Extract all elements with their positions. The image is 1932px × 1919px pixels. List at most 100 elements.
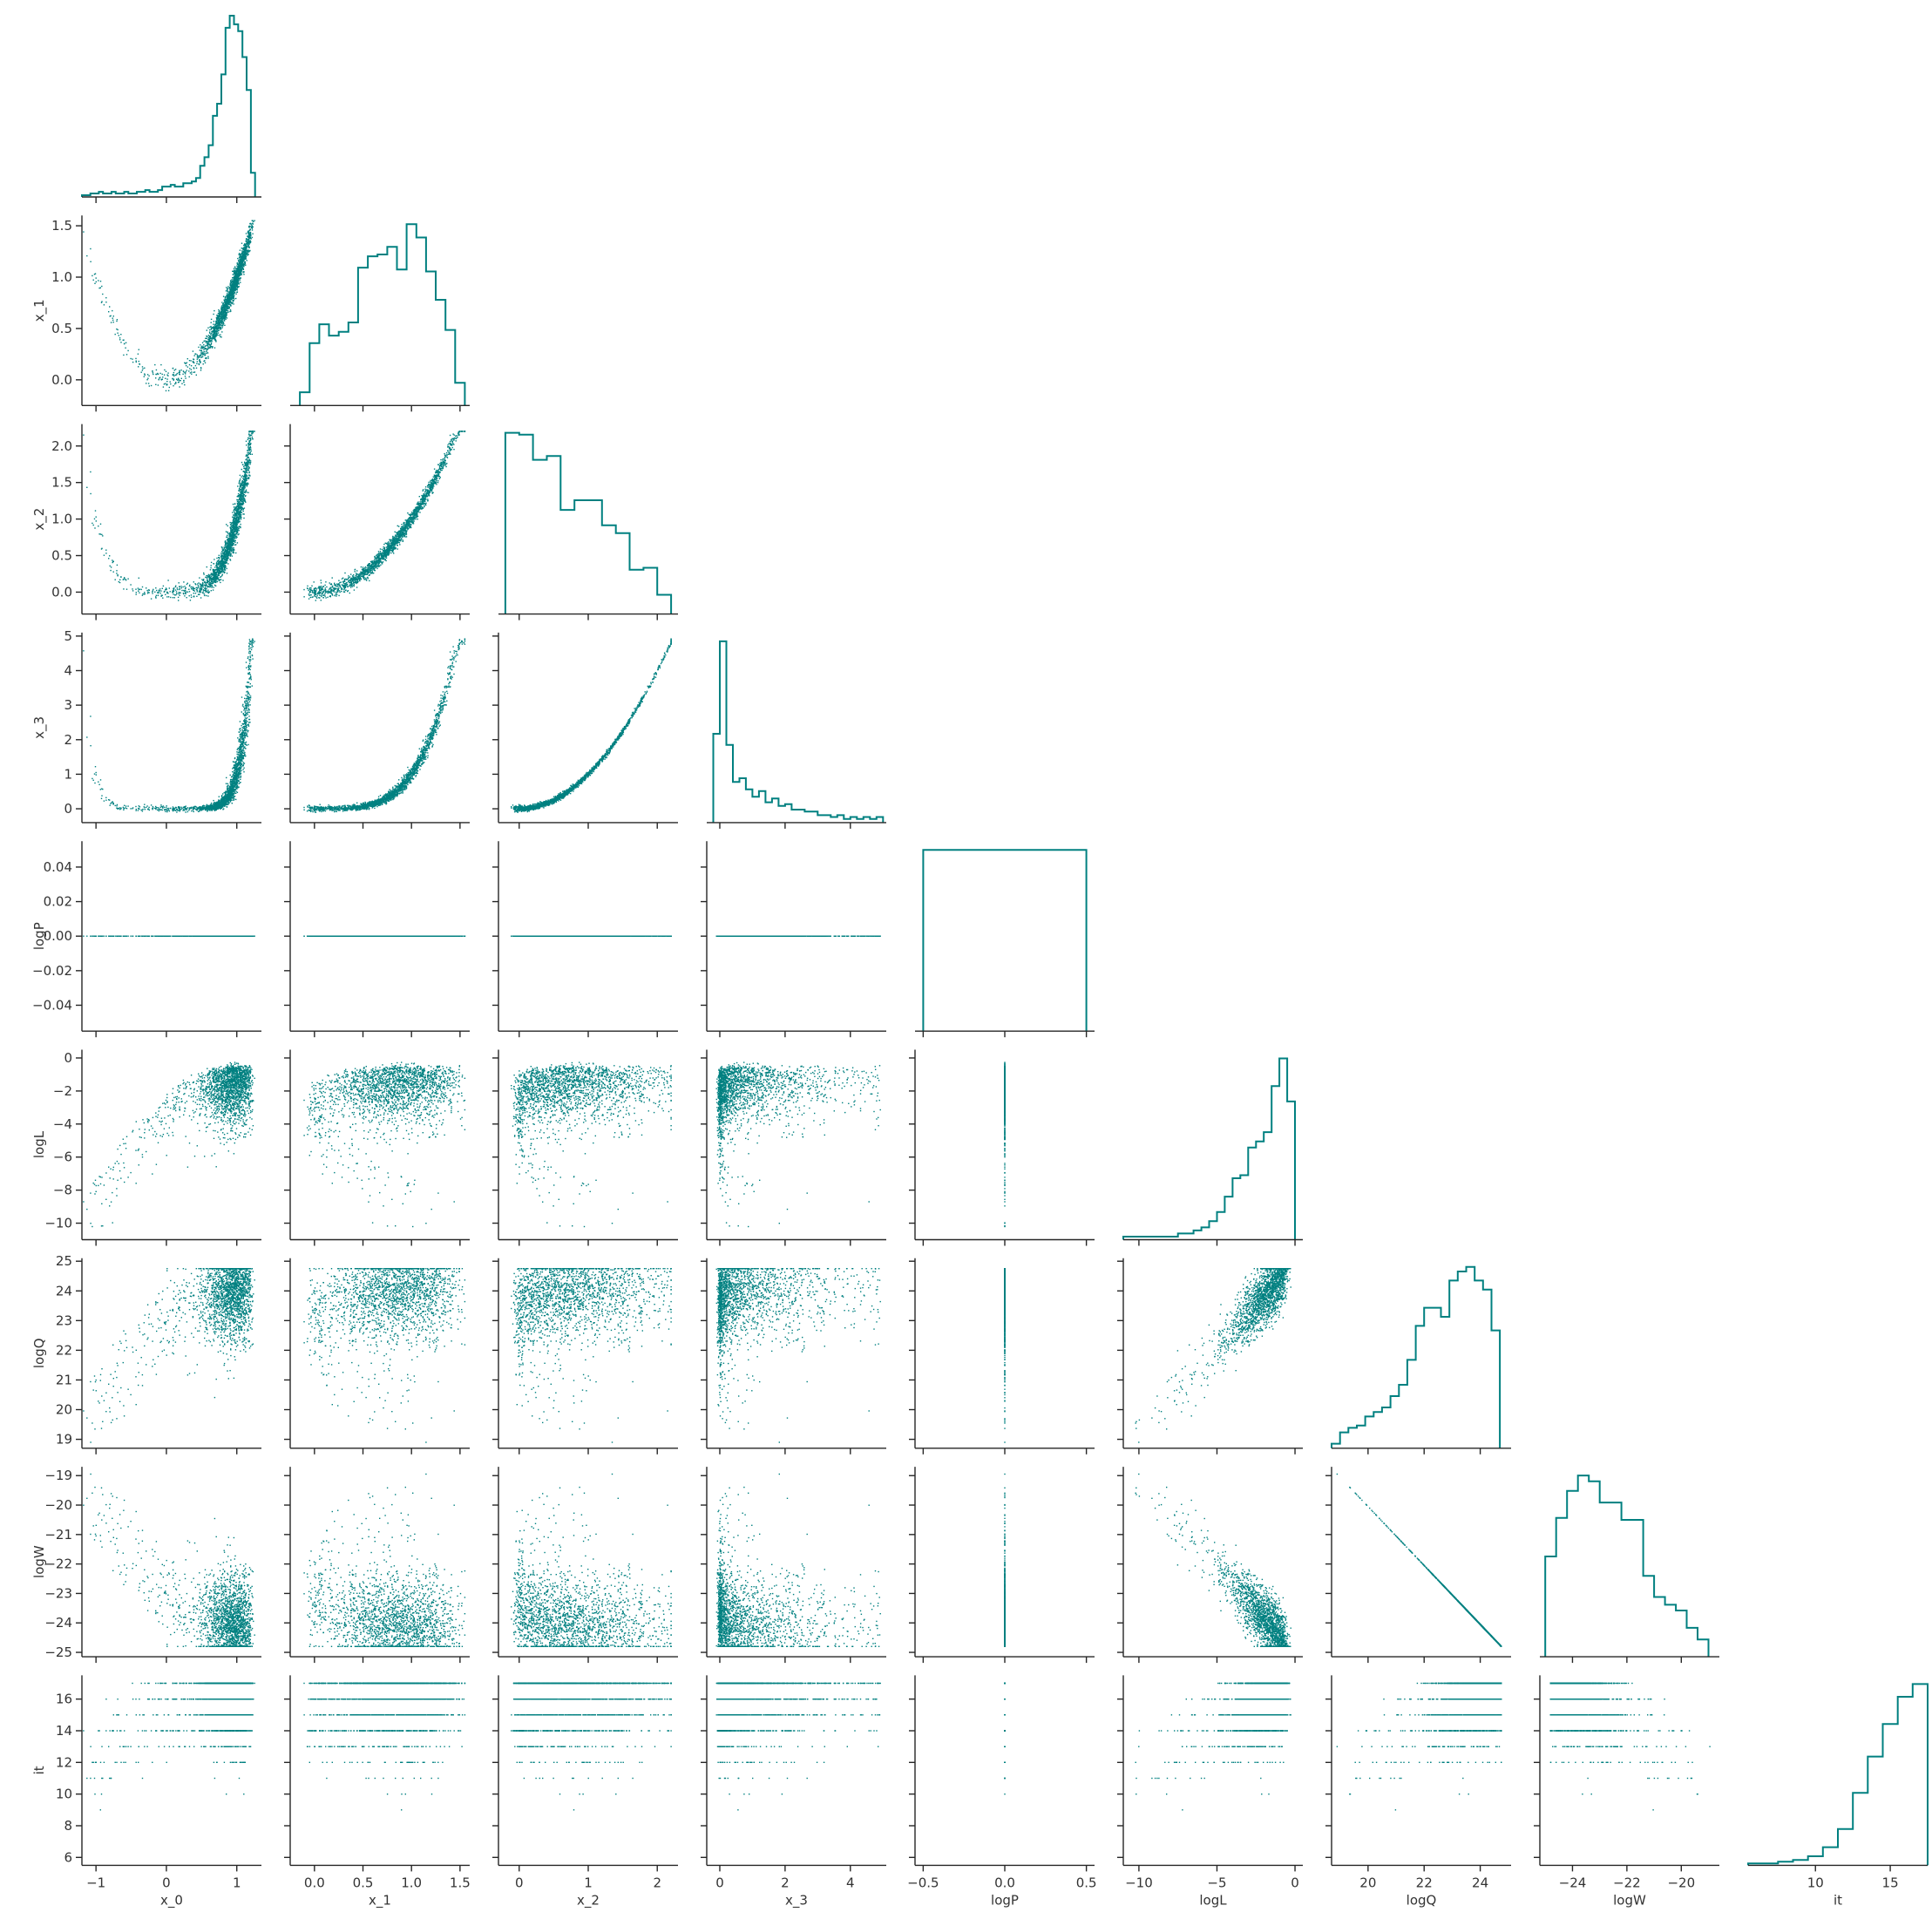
scatter-point: [189, 368, 190, 369]
scatter-point: [181, 378, 182, 379]
scatter-point: [170, 383, 171, 384]
scatter-point: [202, 342, 203, 343]
scatter-point: [198, 347, 199, 348]
scatter-point: [208, 341, 209, 342]
scatter-point: [213, 314, 214, 315]
scatter-point: [158, 384, 159, 385]
scatter-point: [166, 381, 167, 382]
scatter-point: [234, 287, 235, 288]
scatter-point: [231, 279, 232, 280]
scatter-point: [196, 368, 197, 369]
scatter-point: [202, 348, 203, 349]
scatter-point: [130, 358, 131, 359]
scatter-point: [201, 356, 202, 357]
scatter-point: [216, 333, 217, 334]
scatter-point: [102, 294, 103, 295]
scatter-point: [194, 355, 195, 356]
scatter-point: [233, 274, 234, 275]
scatter-point: [239, 253, 240, 254]
scatter-point: [155, 384, 156, 385]
scatter-point: [252, 237, 253, 238]
histogram-panel-x_0: [82, 16, 261, 203]
scatter-point: [237, 283, 238, 284]
scatter-point: [211, 339, 212, 340]
scatter-point: [254, 220, 255, 221]
scatter-point: [204, 353, 205, 354]
scatter-point: [110, 315, 111, 316]
scatter-point: [168, 390, 169, 391]
scatter-point: [252, 229, 253, 230]
scatter-point: [200, 367, 201, 368]
scatter-point: [197, 355, 198, 356]
scatter-point: [191, 371, 192, 372]
scatter-point: [183, 382, 184, 383]
scatter-point: [227, 291, 228, 292]
scatter-point: [119, 337, 120, 338]
scatter-point: [193, 359, 194, 360]
scatter-point: [230, 310, 231, 311]
scatter-point: [177, 380, 178, 381]
scatter-point: [218, 330, 219, 331]
scatter-point: [205, 338, 206, 339]
scatter-point: [244, 255, 245, 256]
scatter-point: [147, 378, 148, 379]
scatter-point: [203, 346, 204, 347]
scatter-point: [251, 225, 252, 226]
scatter-point: [219, 335, 220, 336]
scatter-point: [198, 363, 199, 364]
scatter-point: [227, 310, 228, 311]
scatter-point: [211, 319, 212, 320]
scatter-point: [135, 358, 136, 359]
scatter-point: [196, 363, 197, 364]
scatter-point: [237, 262, 238, 263]
scatter-point: [219, 325, 220, 326]
scatter-point: [191, 374, 192, 375]
scatter-point: [222, 318, 223, 319]
scatter-point: [208, 343, 209, 344]
scatter-point: [251, 238, 252, 239]
scatter-point: [245, 256, 246, 257]
scatter-point: [160, 364, 161, 365]
scatter-point: [125, 342, 126, 343]
scatter-point: [144, 373, 145, 374]
scatter-point: [237, 264, 238, 265]
scatter-point: [203, 344, 204, 345]
scatter-point: [239, 280, 240, 281]
scatter-point: [183, 371, 184, 372]
scatter-point: [241, 267, 242, 268]
scatter-point: [209, 329, 210, 330]
scatter-point: [117, 329, 118, 330]
scatter-point: [221, 305, 222, 306]
scatter-point: [146, 379, 147, 380]
scatter-point: [184, 372, 185, 373]
scatter-point: [113, 315, 114, 316]
scatter-point: [216, 318, 217, 319]
scatter-point: [236, 266, 237, 267]
scatter-point: [213, 323, 214, 324]
scatter-point: [231, 297, 232, 298]
scatter-point: [166, 378, 167, 379]
scatter-point: [188, 370, 189, 371]
scatter-point: [142, 366, 143, 367]
scatter-point: [162, 374, 163, 375]
scatter-point: [162, 376, 163, 377]
scatter-point: [207, 357, 208, 358]
scatter-point: [241, 243, 242, 244]
scatter-point: [230, 280, 231, 281]
scatter-point: [197, 359, 198, 360]
scatter-point: [124, 343, 125, 344]
scatter-point: [115, 334, 116, 335]
scatter-panel-x_1-vs-x_0: 0.00.51.01.5: [51, 215, 261, 411]
scatter-point: [170, 382, 171, 383]
scatter-point: [226, 287, 227, 288]
scatter-point: [207, 328, 208, 329]
scatter-point: [245, 265, 246, 266]
scatter-point: [242, 268, 243, 269]
scatter-point: [116, 321, 117, 322]
scatter-point: [220, 336, 221, 337]
scatter-point: [206, 353, 207, 354]
scatter-point: [199, 356, 200, 357]
scatter-point: [138, 366, 139, 367]
scatter-point: [207, 346, 208, 347]
